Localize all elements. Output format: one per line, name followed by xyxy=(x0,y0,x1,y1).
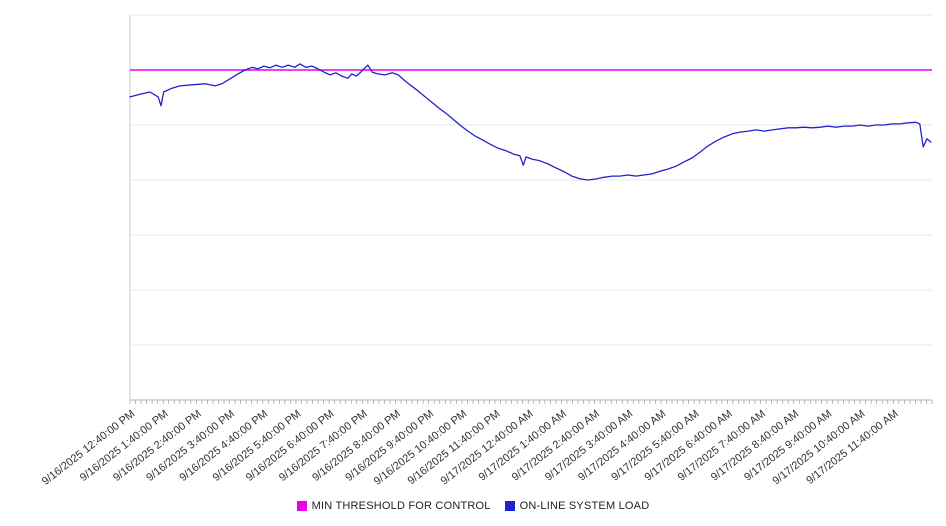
legend-swatch-online-system-load xyxy=(504,501,515,511)
load-line xyxy=(129,63,932,181)
legend-label-online-system-load: ON-LINE SYSTEM LOAD xyxy=(519,500,650,512)
legend-label-min-threshold: MIN THRESHOLD FOR CONTROL xyxy=(311,500,491,512)
legend-item-online-system-load[interactable]: ON-LINE SYSTEM LOAD xyxy=(504,500,650,512)
chart-legend: MIN THRESHOLD FOR CONTROL ON-LINE SYSTEM… xyxy=(0,494,946,518)
system-load-chart: 9/16/2025 12:40:00 PM 9/16/2025 1:40:00 P… xyxy=(40,14,933,488)
legend-swatch-min-threshold xyxy=(296,501,307,511)
chart-plot: 9/16/2025 12:40:00 PM9/16/2025 1:40:00 P… xyxy=(40,14,933,488)
legend-item-min-threshold[interactable]: MIN THRESHOLD FOR CONTROL xyxy=(296,500,491,512)
